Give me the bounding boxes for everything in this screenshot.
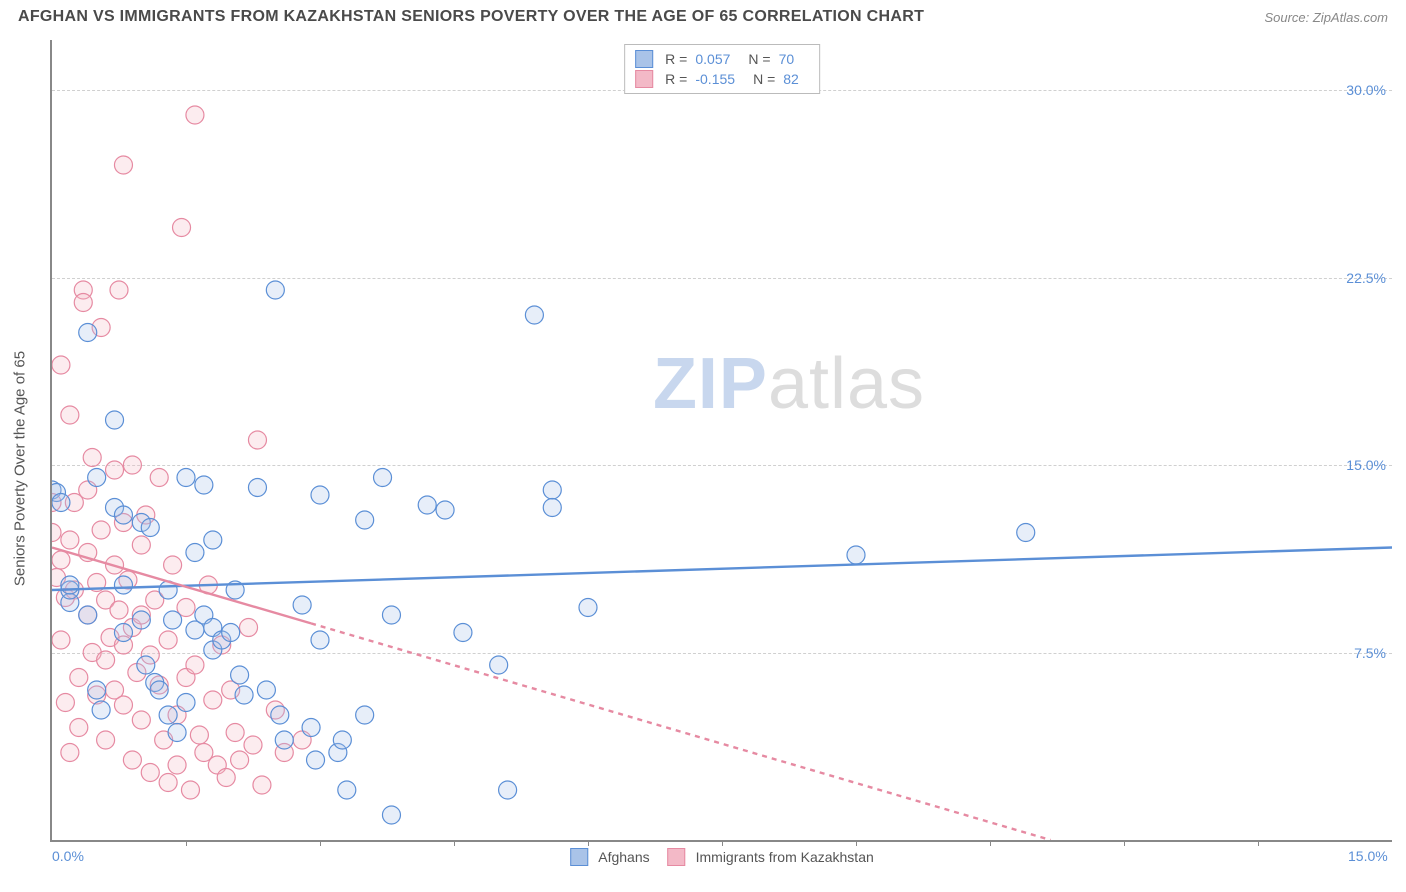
chart-title: AFGHAN VS IMMIGRANTS FROM KAZAKHSTAN SEN… [18,8,924,26]
stats-row-kazakhstan: R = -0.155 N = 82 [635,69,809,89]
stats-row-afghans: R = 0.057 N = 70 [635,49,809,69]
swatch-kazakhstan [635,70,653,88]
x-minor-tick [320,840,321,846]
legend-label-kazakhstan: Immigrants from Kazakhstan [696,849,874,865]
n-label: N = [753,71,775,87]
legend-item-kazakhstan: Immigrants from Kazakhstan [668,848,874,866]
r-value-kazakhstan: -0.155 [695,71,735,87]
x-minor-tick [856,840,857,846]
trend-line [311,623,1051,840]
x-minor-tick [186,840,187,846]
x-minor-tick [722,840,723,846]
x-minor-tick [990,840,991,846]
stats-legend: R = 0.057 N = 70 R = -0.155 N = 82 [624,44,820,94]
chart-header: AFGHAN VS IMMIGRANTS FROM KAZAKHSTAN SEN… [0,0,1406,30]
y-axis-label: Seniors Poverty Over the Age of 65 [12,351,29,586]
r-label: R = [665,71,687,87]
x-minor-tick [1258,840,1259,846]
x-tick-label: 15.0% [1348,848,1388,864]
r-value-afghans: 0.057 [695,51,730,67]
legend-label-afghans: Afghans [598,849,649,865]
series-legend: Afghans Immigrants from Kazakhstan [570,848,874,866]
x-minor-tick [1124,840,1125,846]
source-attribution: Source: ZipAtlas.com [1264,10,1388,25]
trend-lines-layer [52,40,1392,840]
swatch-afghans [635,50,653,68]
r-label: R = [665,51,687,67]
n-label: N = [748,51,770,67]
n-value-afghans: 70 [779,51,795,67]
correlation-chart: Seniors Poverty Over the Age of 65 ZIPat… [50,40,1390,880]
trend-line [52,548,311,624]
x-tick-label: 0.0% [52,848,84,864]
swatch-afghans [570,848,588,866]
plot-area: ZIPatlas R = 0.057 N = 70 R = -0.155 N =… [50,40,1392,842]
trend-line [52,548,1392,591]
legend-item-afghans: Afghans [570,848,649,866]
x-minor-tick [588,840,589,846]
x-minor-tick [454,840,455,846]
n-value-kazakhstan: 82 [783,71,799,87]
swatch-kazakhstan [668,848,686,866]
